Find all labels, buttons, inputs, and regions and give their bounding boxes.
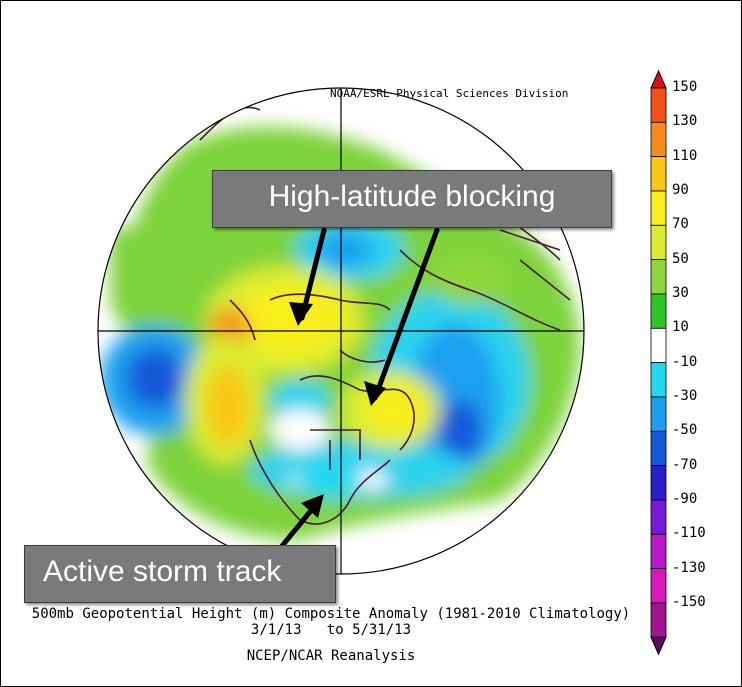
colorbar-tick-label: 110 bbox=[672, 147, 698, 164]
colorbar-swatch bbox=[650, 430, 667, 467]
colorbar-tick-label: -90 bbox=[672, 490, 698, 507]
colorbar-cap-top bbox=[650, 69, 667, 89]
colorbar-swatch bbox=[650, 224, 667, 261]
colorbar-tick-label: 90 bbox=[672, 181, 689, 198]
colorbar-tick-label: 30 bbox=[672, 284, 689, 301]
colorbar-tick-label: -50 bbox=[672, 422, 698, 439]
caption-dates: 3/1/13 to 5/31/13 bbox=[250, 622, 412, 638]
colorbar-tick-label: 50 bbox=[672, 250, 689, 267]
colorbar-cap-bottom bbox=[650, 636, 667, 656]
caption-title: 500mb Geopotential Height (m) Composite … bbox=[31, 606, 631, 622]
colorbar-swatch bbox=[650, 293, 667, 329]
colorbar bbox=[650, 69, 667, 656]
blocking-callout: High-latitude blocking bbox=[212, 170, 612, 228]
blocking-arrow-left bbox=[299, 227, 327, 321]
colorbar-tick-label: -130 bbox=[672, 559, 706, 576]
colorbar-tick-label: -110 bbox=[672, 525, 706, 542]
colorbar-swatch bbox=[650, 156, 667, 192]
caption-source: NCEP/NCAR Reanalysis bbox=[246, 648, 416, 664]
credit-label: NOAA/ESRL Physical Sciences Division bbox=[330, 87, 569, 100]
storm-track-arrowhead bbox=[301, 494, 324, 518]
colorbar-tick-label: 10 bbox=[672, 319, 689, 336]
storm-track-callout: Active storm track bbox=[24, 545, 336, 603]
blocking-arrowhead-right bbox=[364, 381, 386, 406]
colorbar-swatch bbox=[650, 465, 667, 501]
anomaly-field bbox=[98, 88, 584, 574]
colorbar-swatch bbox=[650, 327, 667, 364]
colorbar-swatch bbox=[650, 568, 667, 604]
colorbar-swatch bbox=[650, 259, 667, 295]
colorbar-tick-label: -70 bbox=[672, 456, 698, 473]
colorbar-tick-label: 130 bbox=[672, 113, 698, 130]
colorbar-swatch bbox=[650, 190, 667, 226]
blocking-arrow-right bbox=[372, 227, 440, 401]
colorbar-swatch bbox=[650, 87, 667, 123]
colorbar-swatch bbox=[650, 121, 667, 158]
colorbar-tick-label: 70 bbox=[672, 216, 689, 233]
blocking-arrowhead-left bbox=[289, 302, 313, 326]
colorbar-swatch bbox=[650, 396, 667, 432]
colorbar-swatch bbox=[650, 533, 667, 570]
colorbar-tick-label: -150 bbox=[672, 593, 706, 610]
colorbar-tick-label: -30 bbox=[672, 387, 698, 404]
colorbar-swatch bbox=[650, 362, 667, 398]
colorbar-tick-label: -10 bbox=[672, 353, 698, 370]
colorbar-tick-label: 150 bbox=[672, 79, 698, 95]
colorbar-swatch bbox=[650, 499, 667, 535]
